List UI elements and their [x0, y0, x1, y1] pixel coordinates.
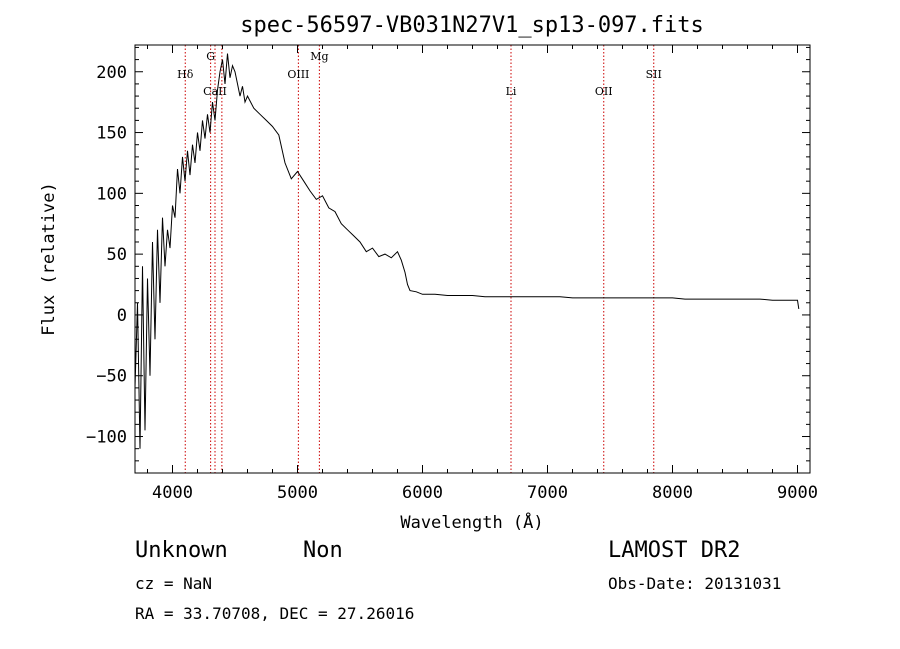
- x-axis-ticks: 4000 5000 6000 7000 8000 9000: [147, 45, 818, 503]
- y-tick-label: 200: [96, 63, 127, 83]
- chart-title: spec-56597-VB031N27V1_sp13-097.fits: [240, 13, 704, 38]
- spectrum-line: [134, 53, 800, 449]
- y-tick-label: 150: [96, 124, 127, 144]
- plot-frame: [134, 44, 811, 474]
- spectral-line-label: CaII: [203, 85, 227, 98]
- spectral-line-label: Li: [506, 85, 517, 98]
- x-tick-label: 5000: [277, 483, 318, 503]
- x-tick-label: 6000: [402, 483, 443, 503]
- x-tick-label: 4000: [152, 483, 193, 503]
- ra-dec-coords: RA = 33.70708, DEC = 27.26016: [135, 604, 415, 623]
- spectral-line-markers: [184, 45, 655, 473]
- redshift-cz: cz = NaN: [135, 574, 213, 593]
- y-axis-label: Flux (relative): [39, 182, 59, 336]
- x-axis-label: Wavelength (Å): [400, 511, 543, 533]
- x-tick-label: 8000: [652, 483, 693, 503]
- y-tick-label: 50: [107, 245, 127, 265]
- object-class: Unknown: [135, 538, 228, 563]
- spectral-line-label: Hδ: [177, 68, 194, 81]
- y-tick-label: −50: [96, 367, 127, 387]
- spectral-line-label: OII: [595, 85, 613, 98]
- y-axis-ticks: −100 −50 0 50 100 150 200: [86, 46, 810, 462]
- spectral-line-label: G: [206, 50, 215, 63]
- spectral-line-label: OIII: [287, 68, 309, 81]
- survey-name: LAMOST DR2: [608, 538, 741, 563]
- spectral-line-label: SII: [646, 68, 662, 81]
- y-tick-label: 100: [96, 184, 127, 204]
- x-tick-label: 9000: [777, 483, 818, 503]
- x-tick-label: 7000: [527, 483, 568, 503]
- y-tick-label: −100: [86, 428, 127, 448]
- obs-date: Obs-Date: 20131031: [608, 574, 782, 593]
- y-tick-label: 0: [117, 306, 127, 326]
- object-subclass: Non: [303, 538, 343, 563]
- spectral-line-label: Mg: [310, 50, 328, 63]
